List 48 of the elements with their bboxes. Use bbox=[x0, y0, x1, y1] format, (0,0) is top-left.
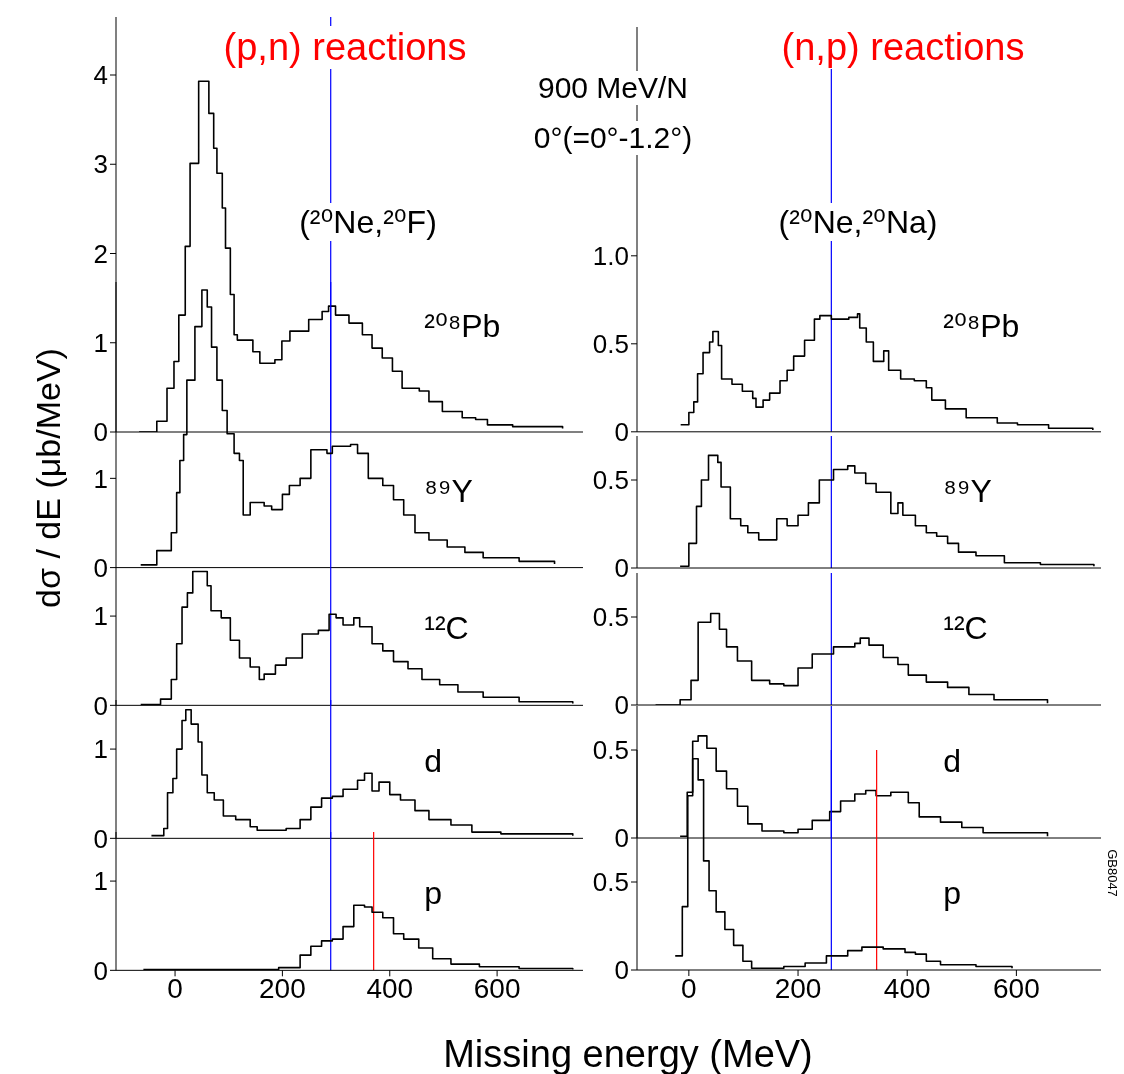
text: GB8047 bbox=[1104, 845, 1120, 901]
y-tick-label: 3 bbox=[93, 149, 109, 180]
y-tick-label: 0 bbox=[614, 690, 629, 721]
y-tick-label: 0 bbox=[93, 690, 109, 721]
series-label: ²⁰⁸Pb bbox=[943, 307, 1020, 345]
x-tick-label: 200 bbox=[259, 972, 306, 1004]
text: (²⁰Ne,²⁰F) bbox=[295, 203, 441, 241]
y-tick-label: 0.5 bbox=[592, 867, 629, 898]
y-tick-label: 0.5 bbox=[592, 602, 629, 633]
series-label: ⁸⁹Y bbox=[943, 473, 992, 510]
y-tick-label: 0.5 bbox=[592, 465, 629, 496]
y-tick-label: 0.5 bbox=[592, 735, 629, 766]
y-tick-label: 0.5 bbox=[592, 329, 629, 360]
y-tick-label: 1 bbox=[93, 327, 109, 358]
y-tick-label: 0 bbox=[93, 823, 109, 854]
y-tick-label: 0 bbox=[93, 417, 109, 448]
x-tick-label: 0 bbox=[167, 972, 183, 1004]
series-label: ²⁰⁸Pb bbox=[424, 307, 501, 345]
x-tick-label: 400 bbox=[366, 972, 414, 1004]
annotation: 0°(=0°-1.2°) bbox=[529, 121, 697, 155]
y-tick-label: 0 bbox=[614, 417, 629, 448]
series-label: ¹²C bbox=[943, 610, 988, 647]
chart-title: (p,n) reactions bbox=[219, 26, 471, 69]
y-tick-label: 0 bbox=[614, 553, 629, 584]
text: (²⁰Ne,²⁰Na) bbox=[774, 203, 942, 241]
chart-title: (n,p) reactions bbox=[777, 26, 1029, 69]
y-axis-title: dσ / dE (μb/MeV) bbox=[28, 348, 68, 608]
y-tick-label: 1 bbox=[93, 600, 109, 631]
x-tick-label: 600 bbox=[993, 972, 1040, 1004]
y-tick-label: 4 bbox=[93, 60, 109, 91]
x-tick-label: 400 bbox=[883, 972, 931, 1004]
y-tick-label: 1 bbox=[93, 733, 109, 764]
x-tick-label: 600 bbox=[473, 972, 521, 1004]
annotation: 900 MeV/N bbox=[533, 71, 693, 105]
y-tick-label: 1 bbox=[93, 463, 108, 494]
series-label: ⁸⁹Y bbox=[424, 473, 473, 510]
x-tick-label: 200 bbox=[774, 972, 822, 1004]
y-tick-label: 1 bbox=[93, 865, 109, 896]
series-label: p bbox=[424, 875, 443, 912]
series-label: d bbox=[424, 743, 443, 780]
x-tick-label: 0 bbox=[681, 972, 697, 1004]
series-label: p bbox=[943, 875, 962, 912]
y-tick-label: 0 bbox=[93, 553, 108, 584]
y-tick-label: 0 bbox=[614, 823, 629, 854]
y-tick-label: 2 bbox=[93, 238, 109, 269]
y-tick-label: 1.0 bbox=[592, 241, 629, 272]
series-label: d bbox=[943, 743, 962, 780]
series-label: ¹²C bbox=[424, 610, 469, 647]
